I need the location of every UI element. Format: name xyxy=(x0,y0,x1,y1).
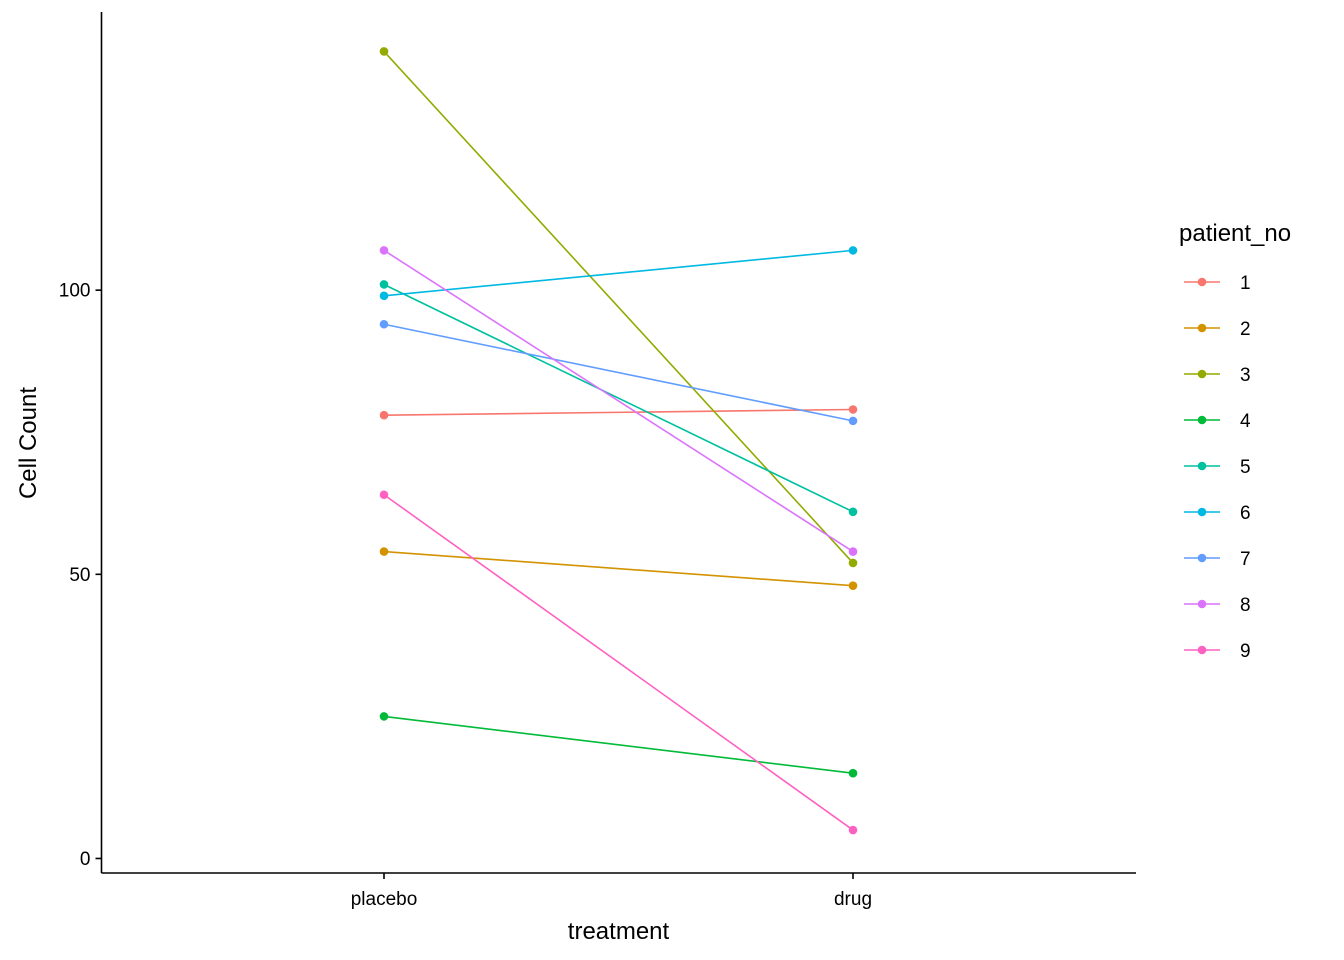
legend-label: 4 xyxy=(1240,411,1251,432)
legend-item: 2 xyxy=(1184,319,1251,340)
data-point xyxy=(848,825,858,835)
data-point xyxy=(379,246,389,255)
legend-label: 8 xyxy=(1240,595,1251,616)
legend-label: 3 xyxy=(1240,365,1251,386)
legend-item: 3 xyxy=(1184,365,1251,386)
data-point xyxy=(379,410,389,420)
y-tick-label: 50 xyxy=(69,565,90,586)
data-point xyxy=(379,291,389,301)
legend-items: 1 2 3 4 5 6 7 8 9 xyxy=(1184,273,1251,662)
legend-key-point xyxy=(1197,461,1207,471)
series-1 xyxy=(379,405,858,420)
legend-item: 6 xyxy=(1184,503,1251,524)
series-line xyxy=(383,249,854,297)
data-point xyxy=(848,558,858,568)
legend-item: 7 xyxy=(1184,549,1251,570)
data-point xyxy=(848,547,858,556)
legend-item: 1 xyxy=(1184,273,1251,294)
data-point xyxy=(848,581,858,590)
series-line xyxy=(383,715,854,775)
series-line xyxy=(383,408,854,416)
series-line xyxy=(383,249,854,553)
data-point xyxy=(848,768,858,778)
series-4 xyxy=(379,712,858,778)
series-line xyxy=(383,283,854,513)
series-layer xyxy=(379,47,858,835)
legend-key-point xyxy=(1197,369,1207,379)
series-7 xyxy=(379,319,858,426)
data-point xyxy=(848,405,858,414)
series-2 xyxy=(379,547,858,590)
x-axis-title: treatment xyxy=(568,918,670,945)
series-line xyxy=(383,50,854,564)
legend-item: 4 xyxy=(1184,411,1251,432)
legend-key-point xyxy=(1197,645,1207,655)
series-5 xyxy=(379,280,858,517)
series-9 xyxy=(379,490,858,835)
y-axis-title: Cell Count xyxy=(15,387,42,499)
legend-label: 5 xyxy=(1240,457,1251,478)
data-point xyxy=(379,712,389,721)
legend-key-point xyxy=(1197,277,1207,287)
legend-label: 6 xyxy=(1240,503,1251,524)
series-line xyxy=(383,494,854,831)
data-point xyxy=(379,47,389,56)
y-axis: 0 50 100 xyxy=(59,281,102,870)
data-point xyxy=(848,507,858,517)
data-point xyxy=(379,490,389,500)
y-tick-label: 100 xyxy=(59,281,91,302)
legend-key-point xyxy=(1197,323,1207,333)
legend-label: 7 xyxy=(1240,549,1251,570)
legend-key-point xyxy=(1197,553,1207,563)
x-tick-label: drug xyxy=(834,889,872,910)
x-tick-label: placebo xyxy=(351,889,418,910)
series-3 xyxy=(379,47,858,568)
series-6 xyxy=(379,246,858,301)
legend-label: 2 xyxy=(1240,319,1251,340)
legend-key-point xyxy=(1197,415,1207,425)
series-line xyxy=(383,550,854,587)
series-8 xyxy=(379,246,858,556)
data-point xyxy=(848,246,858,255)
legend-item: 5 xyxy=(1184,457,1251,478)
x-axis: placebo drug xyxy=(351,873,872,910)
legend: patient_no 1 2 3 4 5 6 7 8 9 xyxy=(1179,220,1291,662)
legend-key-point xyxy=(1197,507,1207,517)
legend-label: 9 xyxy=(1240,641,1251,662)
y-tick-label: 0 xyxy=(80,849,91,870)
data-point xyxy=(379,280,389,289)
series-line xyxy=(383,323,854,422)
legend-item: 9 xyxy=(1184,641,1251,662)
legend-title: patient_no xyxy=(1179,220,1291,247)
legend-key-point xyxy=(1197,599,1207,609)
legend-item: 8 xyxy=(1184,595,1251,616)
data-point xyxy=(848,416,858,426)
data-point xyxy=(379,319,389,329)
legend-label: 1 xyxy=(1240,273,1251,294)
data-point xyxy=(379,547,389,556)
